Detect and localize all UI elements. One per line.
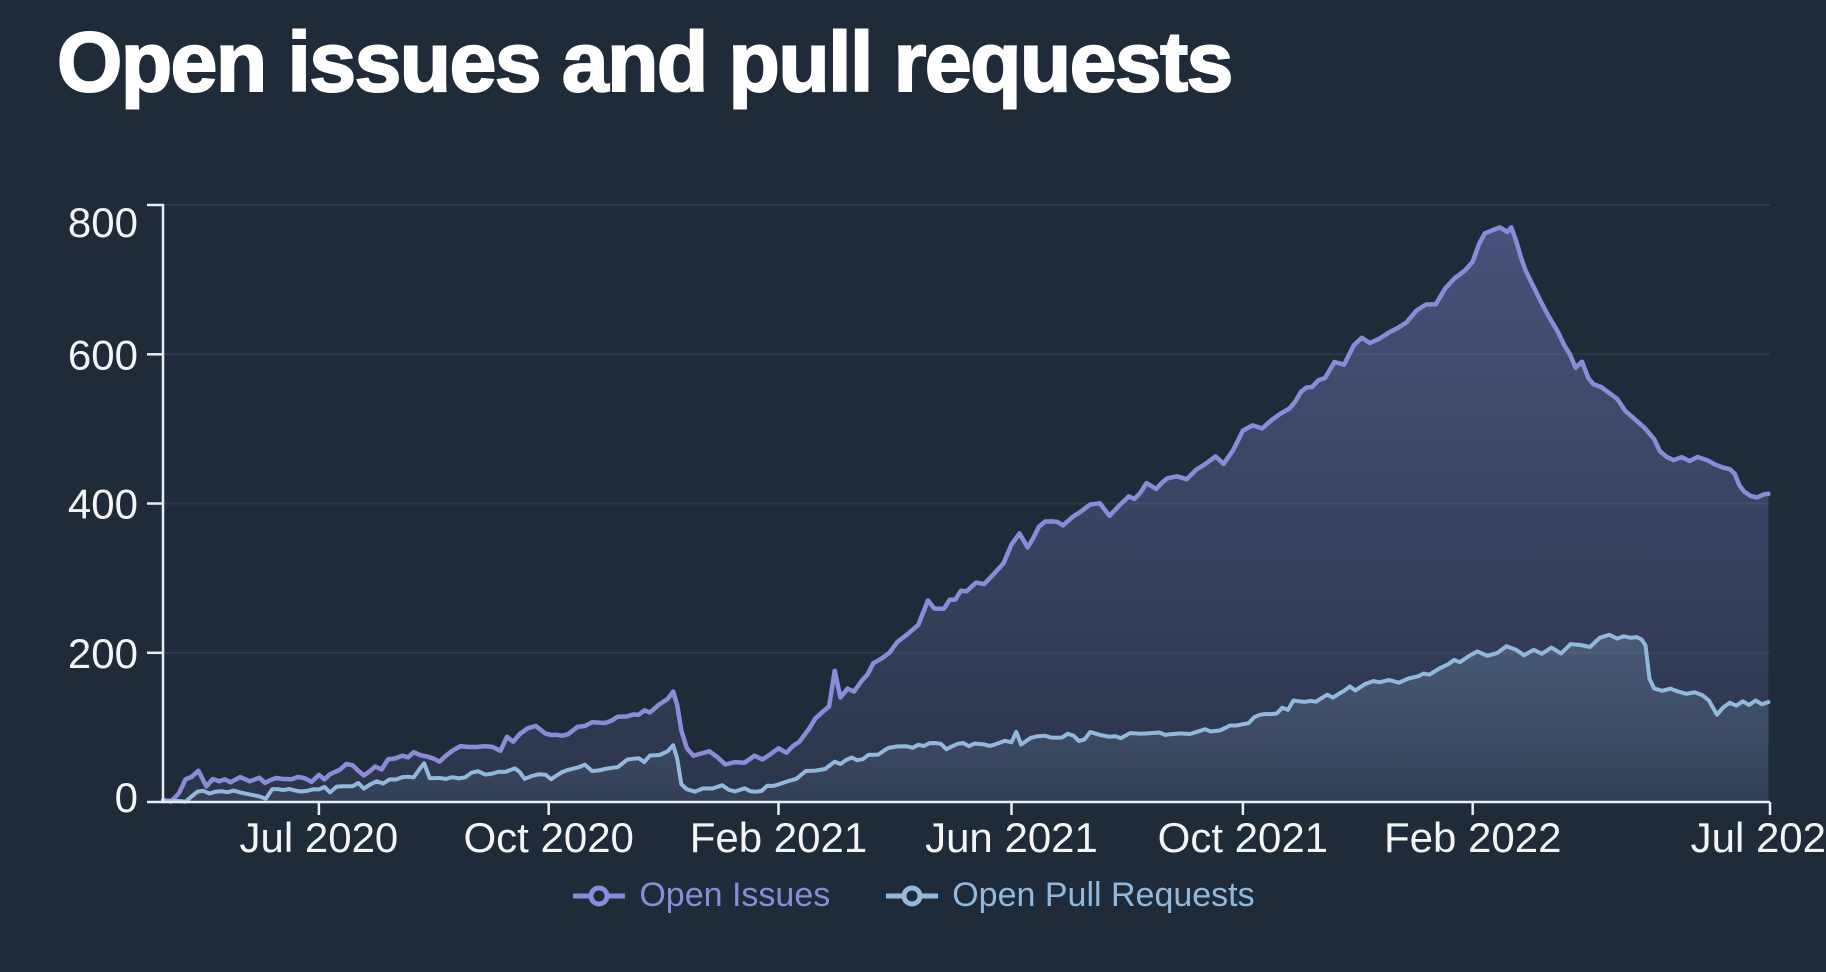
- legend-item-open-pull-requests[interactable]: Open Pull Requests: [884, 876, 1255, 915]
- x-tick-label-feb-2021: Feb 2021: [690, 814, 867, 861]
- x-tick-label-feb-2022: Feb 2022: [1384, 814, 1561, 861]
- x-tick-label-jun-2021: Jun 2021: [925, 814, 1098, 861]
- page-title: Open issues and pull requests: [56, 14, 1234, 110]
- series-line-open-pull-requests: [161, 632, 1771, 804]
- legend-label-open-pull-requests: Open Pull Requests: [952, 876, 1255, 914]
- y-axis: [147, 203, 165, 802]
- x-tick-label-oct-2020: Oct 2020: [463, 814, 633, 861]
- series-line-open-issues: [160, 225, 1771, 804]
- y-tick-label-0: 0: [115, 774, 138, 821]
- x-tick-label-jul-2022: Jul 2022: [1691, 814, 1826, 861]
- y-tick-label-200: 200: [68, 630, 138, 677]
- x-tick-label-jul-2020: Jul 2020: [240, 814, 399, 861]
- y-tick-label-800: 800: [68, 199, 138, 246]
- series-area-open-pull-requests: [163, 634, 1769, 802]
- series-area-open-issues: [163, 227, 1769, 802]
- y-tick-label-600: 600: [68, 331, 138, 378]
- x-tick-label-oct-2021: Oct 2021: [1158, 814, 1328, 861]
- y-tick-label-400: 400: [68, 481, 138, 528]
- open-pull-requests-marker-icon: [886, 885, 939, 906]
- open-issues-marker-icon: [573, 885, 626, 906]
- legend-item-open-issues[interactable]: Open Issues: [571, 876, 830, 915]
- legend: Open Issues Open Pull Requests: [0, 876, 1826, 915]
- legend-label-open-issues: Open Issues: [639, 876, 831, 914]
